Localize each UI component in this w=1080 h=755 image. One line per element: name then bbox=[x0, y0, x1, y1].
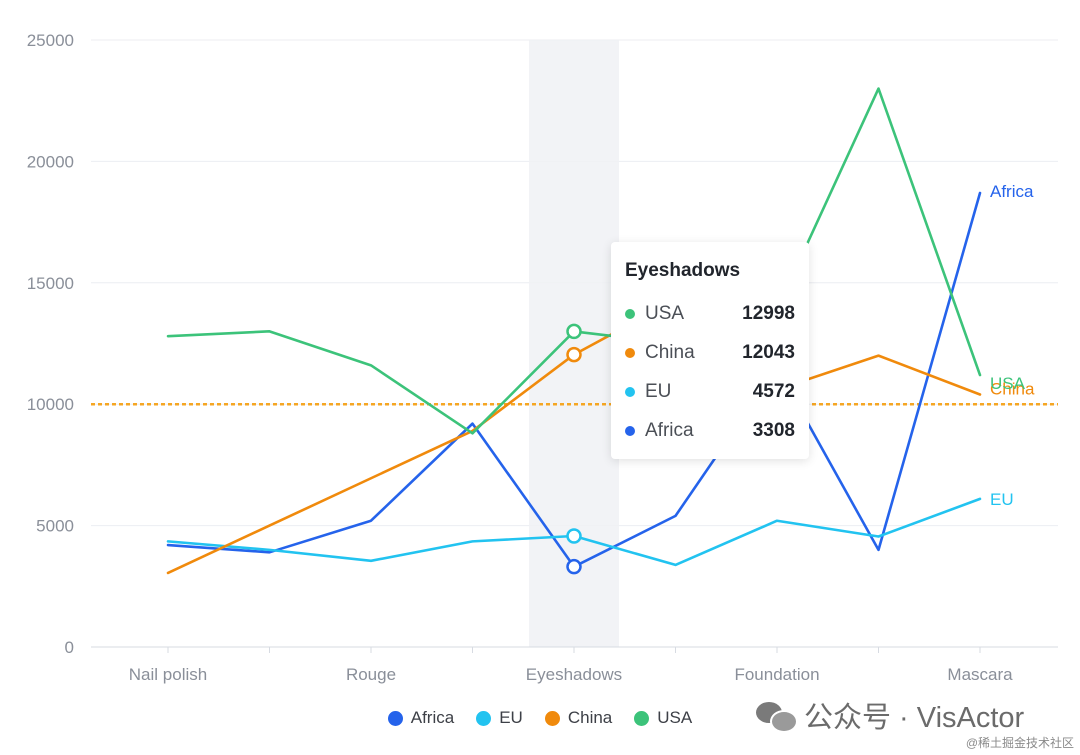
tooltip-series-name: China bbox=[645, 341, 695, 363]
tooltip-dot bbox=[625, 386, 635, 397]
watermark-text: 公众号 · VisActor bbox=[804, 702, 1025, 734]
legend-dot bbox=[634, 710, 650, 726]
tooltip-series-value: 3308 bbox=[752, 419, 795, 441]
x-tick-label: Mascara bbox=[947, 665, 1013, 684]
tooltip-title: Eyeshadows bbox=[625, 260, 741, 281]
y-tick-label: 25000 bbox=[27, 31, 74, 50]
highlight-markers bbox=[566, 323, 582, 575]
legend-label: EU bbox=[499, 708, 523, 727]
legend-item-usa[interactable]: USA bbox=[634, 708, 692, 728]
x-tick-label: Eyeshadows bbox=[526, 665, 622, 684]
y-tick-label: 20000 bbox=[27, 152, 74, 171]
legend: Africa EU China USA bbox=[0, 708, 1080, 728]
end-label-usa: USA bbox=[990, 374, 1026, 393]
tooltip-dot bbox=[625, 308, 635, 319]
legend-label: USA bbox=[657, 708, 693, 727]
axes: 0 5000 10000 15000 20000 25000 Nail polish Roug… bbox=[27, 31, 1058, 684]
end-label-africa: Africa bbox=[990, 182, 1034, 201]
x-tick-label: Nail polish bbox=[129, 665, 207, 684]
legend-label: Africa bbox=[410, 708, 455, 727]
legend-dot bbox=[476, 710, 492, 726]
legend-item-eu[interactable]: EU bbox=[476, 708, 523, 728]
highlight-point-africa bbox=[566, 558, 582, 575]
tooltip-row-eu: EU 4572 bbox=[625, 372, 795, 411]
wechat-icon bbox=[756, 700, 798, 733]
tooltip-series-value: 12998 bbox=[742, 302, 795, 324]
legend-item-africa[interactable]: Africa bbox=[387, 708, 455, 728]
tooltip: Eyeshadows USA 12998 China 12043 EU 4572… bbox=[611, 242, 809, 459]
end-label-china: China bbox=[990, 379, 1035, 398]
y-tick-label: 5000 bbox=[36, 517, 74, 536]
legend-label: China bbox=[567, 708, 613, 727]
credit-text: @稀土掘金技术社区 bbox=[965, 736, 1074, 750]
tooltip-row-africa: Africa 3308 bbox=[625, 411, 795, 450]
tooltip-series-name: USA bbox=[645, 302, 685, 324]
legend-dot bbox=[387, 710, 403, 726]
legend-item-china[interactable]: China bbox=[544, 708, 613, 728]
tooltip-row-usa: USA 12998 bbox=[625, 294, 795, 333]
tooltip-series-value: 4572 bbox=[752, 380, 795, 402]
tooltip-dot bbox=[625, 347, 635, 358]
y-tick-label: 0 bbox=[65, 638, 74, 657]
tooltip-series-value: 12043 bbox=[742, 341, 795, 363]
legend-dot bbox=[544, 710, 560, 726]
highlight-point-usa bbox=[566, 323, 582, 340]
end-label-eu: EU bbox=[990, 490, 1014, 509]
watermark: 公众号 · VisActor bbox=[756, 694, 1024, 736]
tooltip-row-china: China 12043 bbox=[625, 333, 795, 372]
y-tick-label: 10000 bbox=[27, 395, 74, 414]
tooltip-series-name: EU bbox=[645, 380, 672, 402]
y-tick-label: 15000 bbox=[27, 274, 74, 293]
tooltip-series-name: Africa bbox=[645, 419, 694, 441]
x-tick-label: Rouge bbox=[346, 665, 396, 684]
highlight-point-china bbox=[566, 346, 582, 363]
tooltip-dot bbox=[625, 425, 635, 436]
highlight-band bbox=[529, 40, 619, 647]
highlight-point-eu bbox=[566, 528, 582, 544]
x-tick-label: Foundation bbox=[734, 665, 819, 684]
